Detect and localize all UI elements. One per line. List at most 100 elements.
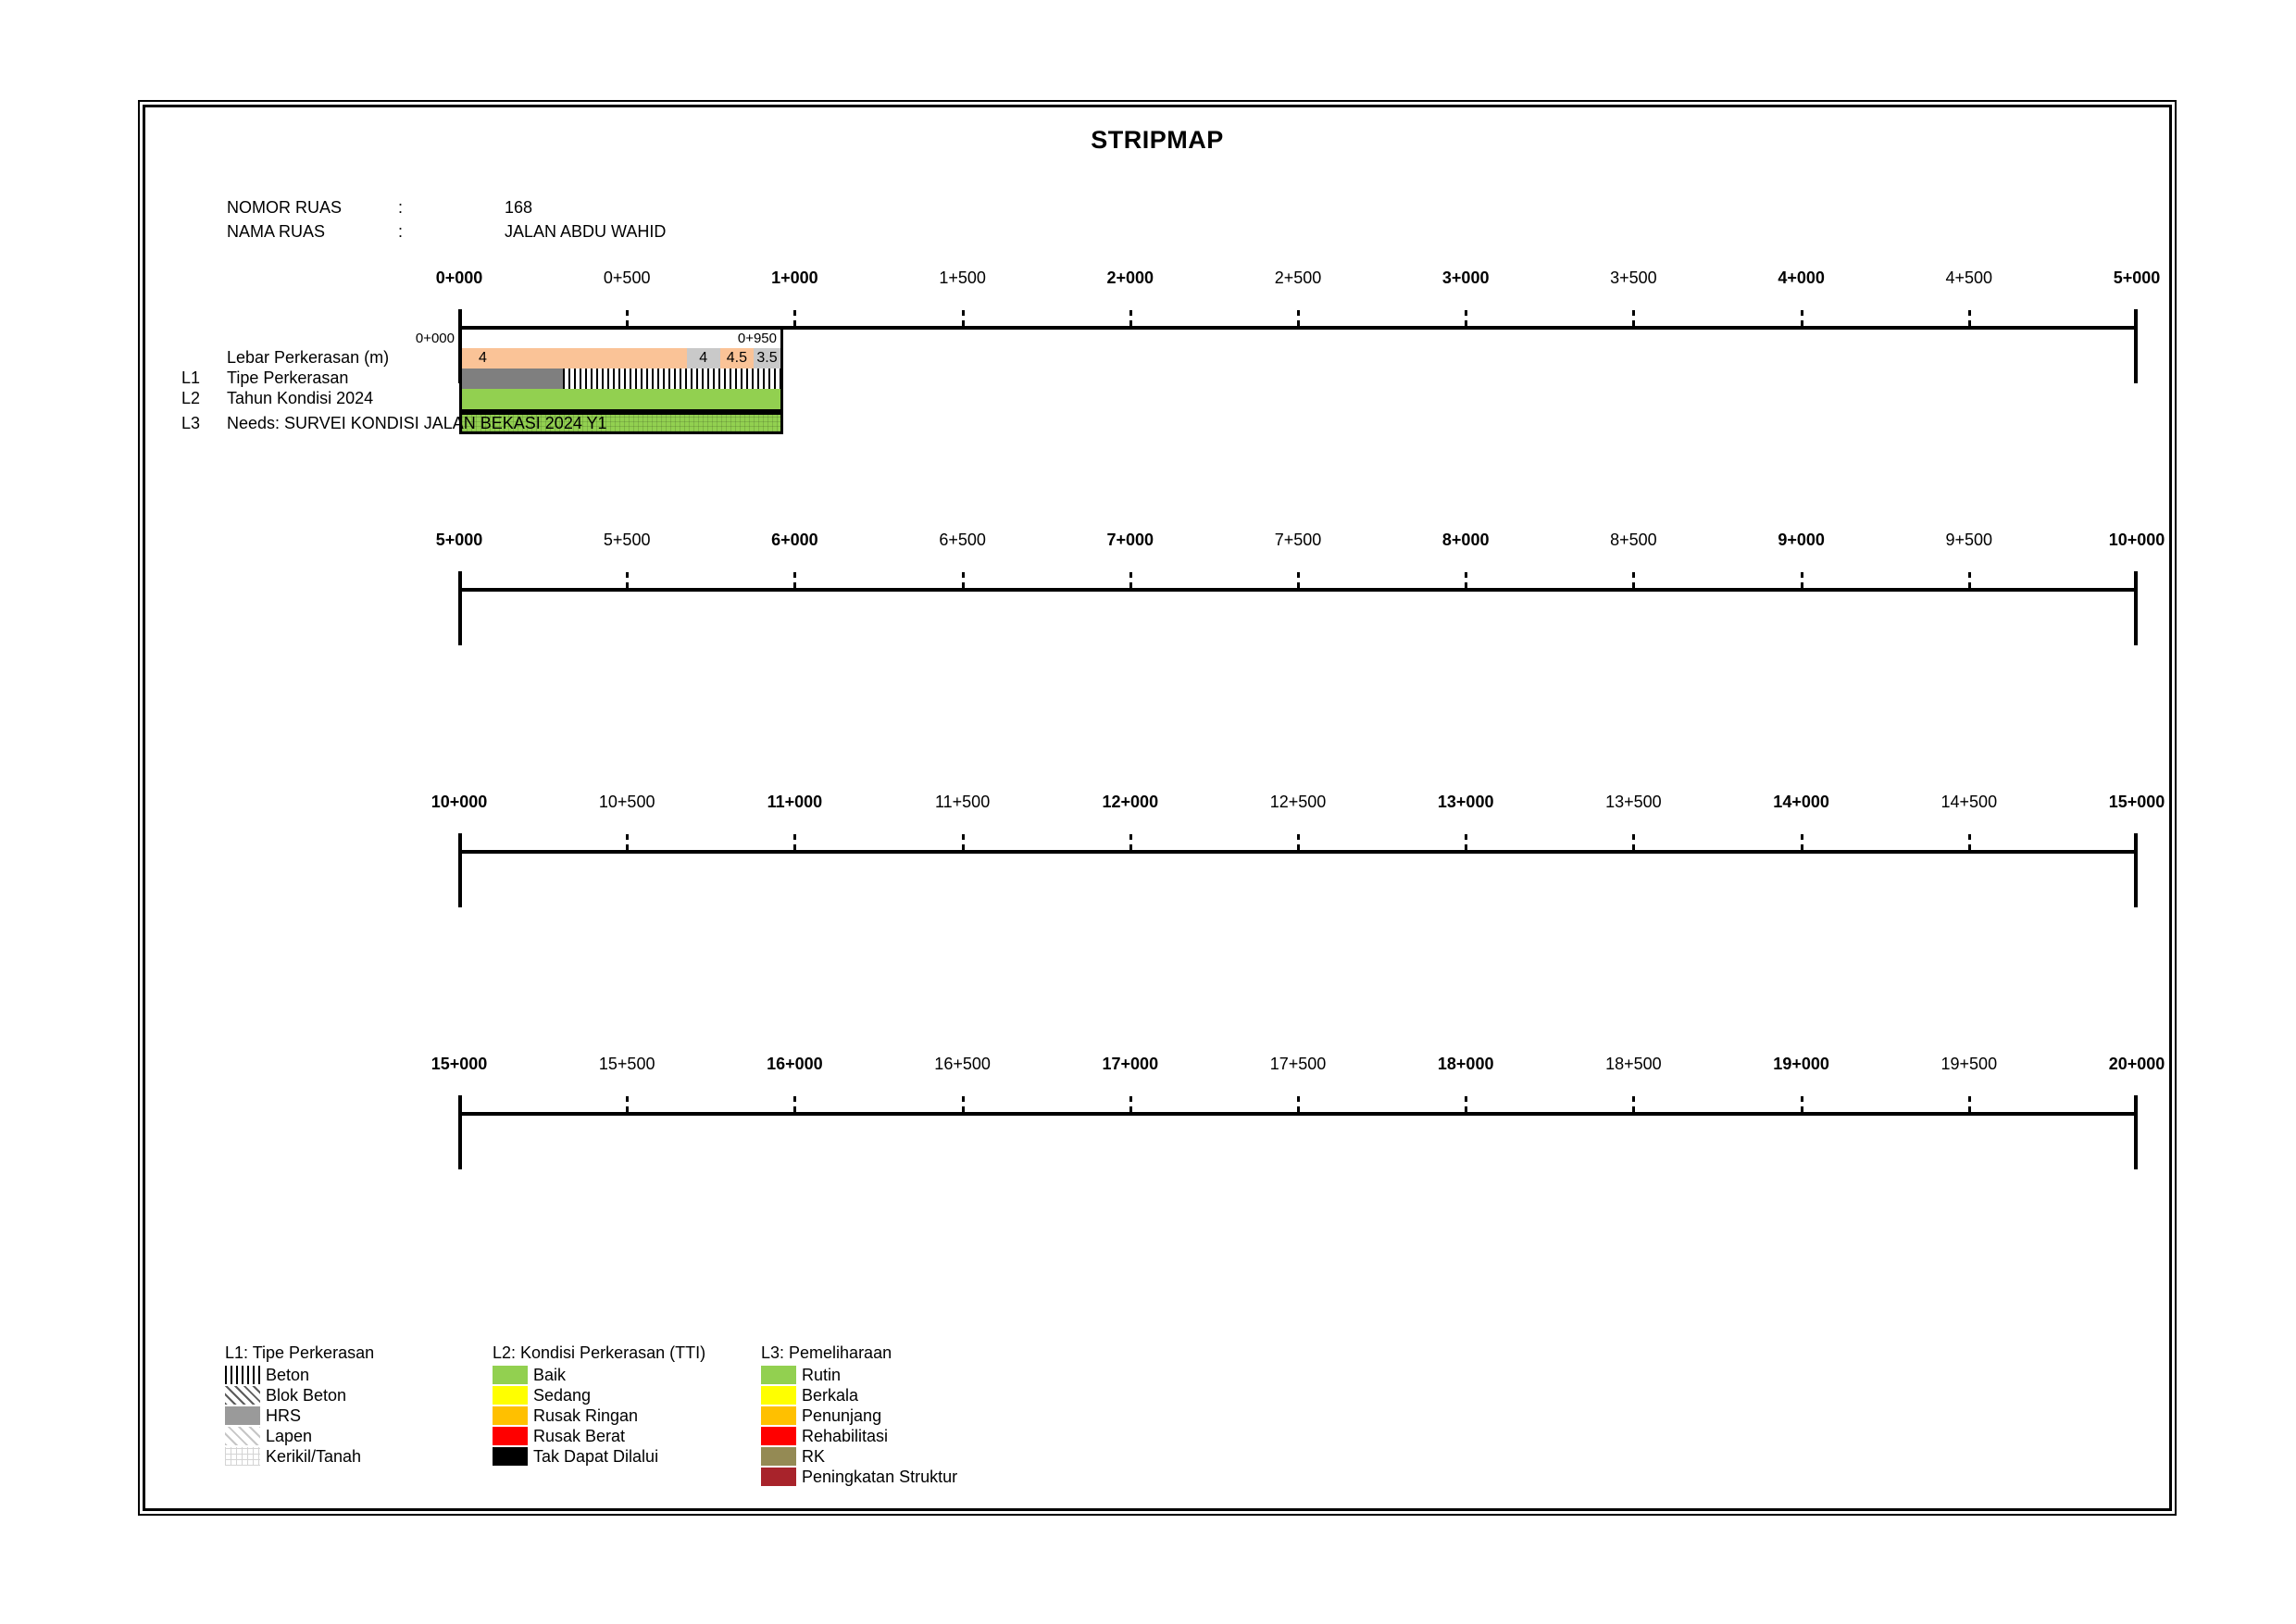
ruler-end-bar bbox=[2134, 1095, 2138, 1169]
legend-title: L3: Pemeliharaan bbox=[761, 1343, 892, 1362]
chainage-label: 7+500 bbox=[1274, 531, 1322, 549]
chainage-label: 12+500 bbox=[1269, 793, 1327, 811]
page-border-inner bbox=[143, 105, 2172, 1511]
lebar-segment: 4.5 bbox=[719, 348, 754, 369]
legend-item-label: Tak Dapat Dilalui bbox=[533, 1447, 659, 1466]
legend-item: Baik bbox=[493, 1365, 705, 1385]
chainage-label: 5+000 bbox=[435, 531, 483, 549]
legend-title: L1: Tipe Perkerasan bbox=[225, 1343, 375, 1362]
legend-swatch bbox=[225, 1406, 260, 1425]
legend-swatch bbox=[493, 1366, 528, 1384]
page-border bbox=[138, 100, 2177, 1516]
ruler-tick bbox=[1632, 1096, 1636, 1112]
legend-title: L2: Kondisi Perkerasan (TTI) bbox=[493, 1343, 706, 1362]
legend-item-label: Kerikil/Tanah bbox=[266, 1447, 362, 1466]
strip-row-tipe-perkerasan bbox=[462, 369, 780, 389]
ruler-start-bar bbox=[458, 833, 462, 907]
legend-item: HRS bbox=[225, 1405, 374, 1426]
ruler-tick bbox=[1465, 834, 1468, 850]
legend-swatch bbox=[493, 1406, 528, 1425]
legend-item: Rutin bbox=[761, 1365, 957, 1385]
chainage-label: 12+000 bbox=[1102, 793, 1159, 811]
chainage-label: 10+500 bbox=[598, 793, 655, 811]
header-field-value: 168 bbox=[505, 198, 533, 217]
row-label-lebar-perkerasan: Lebar Perkerasan (m) bbox=[227, 348, 390, 367]
lebar-segment: 3.5 bbox=[753, 348, 780, 369]
ruler-tick bbox=[1632, 572, 1636, 588]
chainage-label: 14+500 bbox=[1940, 793, 1998, 811]
row-label-tahun-kondisi: Tahun Kondisi 2024 bbox=[227, 389, 374, 407]
ruler-tick bbox=[626, 572, 630, 588]
ruler-row-3: 15+000 15+500 16+000 16+500 17+000 17+500 18+0… bbox=[431, 1055, 2165, 1189]
ruler-tick bbox=[1632, 834, 1636, 850]
chainage-label: 19+000 bbox=[1773, 1055, 1829, 1073]
legend-item-label: Baik bbox=[533, 1366, 567, 1384]
ruler-start-bar bbox=[458, 571, 462, 645]
lebar-segment: 4 bbox=[686, 348, 720, 369]
ruler-line bbox=[459, 588, 2137, 592]
ruler-tick bbox=[1967, 572, 1971, 588]
strip-row-needs bbox=[459, 412, 783, 434]
row-label-tipe-perkerasan: Tipe Perkerasan bbox=[227, 369, 349, 387]
row-code-l2: L2 bbox=[181, 389, 201, 407]
legend-item-label: Rusak Ringan bbox=[533, 1406, 639, 1425]
ruler-line bbox=[459, 326, 2137, 330]
chainage-label: 9+500 bbox=[1945, 531, 1993, 549]
ruler-end-bar bbox=[2134, 571, 2138, 645]
chainage-label: 15+000 bbox=[430, 1055, 488, 1073]
chainage-label: 10+000 bbox=[430, 793, 488, 811]
ruler-tick bbox=[961, 310, 965, 326]
chainage-label: 18+500 bbox=[1605, 1055, 1662, 1073]
ruler-tick bbox=[1297, 310, 1300, 326]
legend-item-label: Blok Beton bbox=[266, 1386, 347, 1405]
header-row-nomor-ruas: NOMOR RUAS : 168 bbox=[0, 198, 2296, 220]
chainage-label: 17+500 bbox=[1269, 1055, 1327, 1073]
chainage-label: 10+000 bbox=[2108, 531, 2165, 549]
chainage-label: 8+000 bbox=[1441, 531, 1490, 549]
legend-swatch bbox=[493, 1447, 528, 1466]
ruler-tick bbox=[1800, 572, 1803, 588]
chainage-label: 16+500 bbox=[934, 1055, 991, 1073]
legend-item: Penunjang bbox=[761, 1405, 957, 1426]
ruler-end-bar bbox=[2134, 833, 2138, 907]
ruler-tick bbox=[961, 1096, 965, 1112]
chainage-label: 3+000 bbox=[1441, 269, 1490, 287]
chainage-label: 11+500 bbox=[934, 793, 991, 811]
legend-item: RK bbox=[761, 1446, 957, 1467]
legend-swatch bbox=[761, 1366, 796, 1384]
legend-item: Kerikil/Tanah bbox=[225, 1446, 374, 1467]
strip-chart: 0+000 0+950 4 4 4.5 3.5 bbox=[416, 330, 783, 412]
ruler-tick bbox=[793, 572, 797, 588]
legend-swatch bbox=[493, 1386, 528, 1405]
ruler-tick bbox=[626, 834, 630, 850]
legend-item: Rehabilitasi bbox=[761, 1426, 957, 1446]
tipe-segment-beton bbox=[562, 369, 780, 389]
legend-item: Sedang bbox=[493, 1385, 705, 1405]
chainage-label: 13+000 bbox=[1437, 793, 1494, 811]
chainage-label: 18+000 bbox=[1437, 1055, 1494, 1073]
ruler-tick bbox=[1129, 572, 1132, 588]
legend-item: Rusak Ringan bbox=[493, 1405, 705, 1426]
ruler-tick bbox=[961, 572, 965, 588]
legend-swatch bbox=[225, 1427, 260, 1445]
page-title: STRIPMAP bbox=[1091, 126, 1224, 154]
ruler-end-bar bbox=[2134, 309, 2138, 383]
chainage-label: 2+500 bbox=[1274, 269, 1322, 287]
chainage-label: 5+500 bbox=[603, 531, 651, 549]
legend-item-label: Beton bbox=[266, 1366, 310, 1384]
strip-chainage-row: 0+000 0+950 bbox=[416, 330, 780, 348]
ruler-tick bbox=[1800, 1096, 1803, 1112]
chainage-label: 19+500 bbox=[1940, 1055, 1998, 1073]
legend-block-1: L1: Tipe Perkerasan Beton Blok Beton HRS Lap… bbox=[225, 1343, 374, 1467]
legend-item-label: Rusak Berat bbox=[533, 1427, 626, 1445]
legend-swatch bbox=[493, 1427, 528, 1445]
legend-swatch bbox=[761, 1406, 796, 1425]
header-field-separator: : bbox=[398, 198, 404, 217]
strip-row-lebar-perkerasan: 4 4 4.5 3.5 bbox=[462, 348, 780, 369]
legend-item-label: HRS bbox=[266, 1406, 302, 1425]
chainage-label: 1+500 bbox=[939, 269, 986, 287]
chainage-label: 5+000 bbox=[2113, 269, 2161, 287]
chainage-label: 11+000 bbox=[767, 793, 823, 811]
ruler-tick bbox=[1297, 834, 1300, 850]
ruler-tick bbox=[793, 310, 797, 326]
